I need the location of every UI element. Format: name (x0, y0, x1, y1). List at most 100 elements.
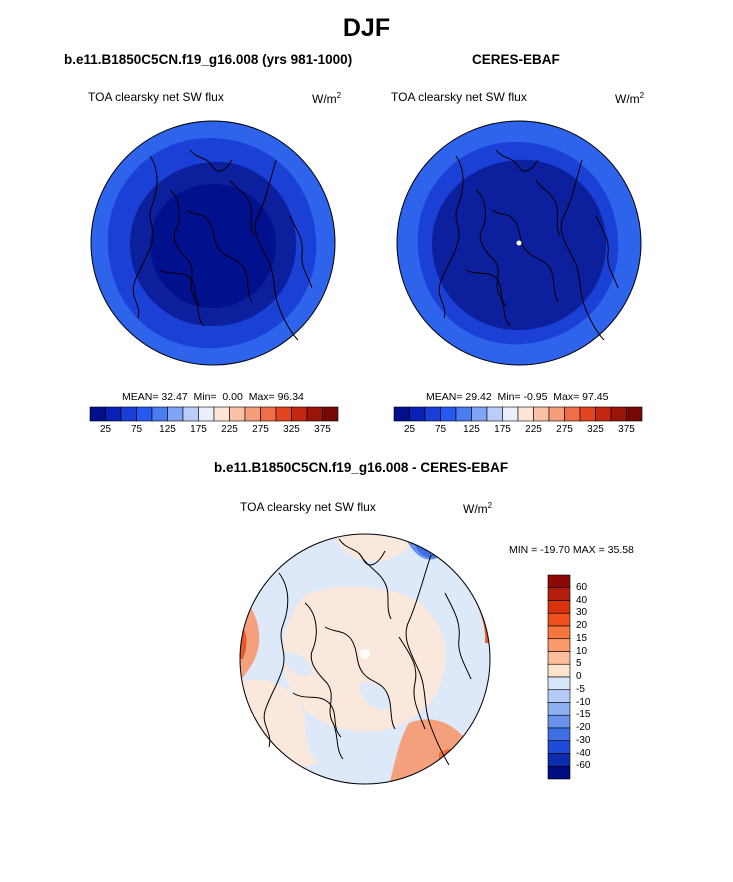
obs-panel-title: CERES-EBAF (472, 52, 560, 67)
colorbar-swatch (610, 406, 627, 422)
colorbar-tick-label: 225 (221, 424, 238, 435)
colorbar-swatch (547, 587, 571, 601)
colorbar-swatch (547, 612, 571, 627)
colorbar-tick-label: 125 (463, 424, 480, 435)
colorbar-tick-label: 275 (556, 424, 573, 435)
obs-polar-map (396, 120, 642, 366)
diff-pole-hole-marker (360, 649, 370, 659)
colorbar-swatch (547, 689, 571, 703)
colorbar-swatch (548, 406, 565, 422)
colorbar-swatch (547, 638, 571, 652)
colorbar-swatch (151, 406, 168, 422)
colorbar-swatch (547, 600, 571, 614)
colorbar-tick-label: -60 (576, 760, 591, 772)
colorbar-tick-label: 175 (494, 424, 511, 435)
colorbar-swatch (167, 406, 184, 422)
colorbar-tick-label: 5 (576, 658, 582, 670)
colorbar-tick-label: 75 (130, 424, 143, 435)
colorbar-tick-label: -5 (576, 683, 585, 695)
colorbar-tick-label: 60 (576, 581, 588, 593)
colorbar-swatch (579, 406, 596, 422)
pole-hole-marker (516, 240, 522, 246)
colorbar-swatch (120, 406, 137, 422)
colorbar-swatch (244, 406, 261, 422)
colorbar-tick-label: -40 (576, 747, 591, 759)
colorbar-swatch (322, 406, 339, 422)
diff-colorbar (547, 574, 571, 780)
colorbar-swatch (455, 406, 472, 422)
colorbar-swatch (547, 625, 571, 640)
colorbar-swatch (393, 406, 410, 422)
obs-variable-label: TOA clearsky net SW flux (391, 90, 527, 104)
model-panel-title: b.e11.B1850C5CN.f19_g16.008 (yrs 981-100… (64, 52, 353, 67)
colorbar-swatch (182, 406, 199, 422)
colorbar-swatch (105, 406, 122, 422)
colorbar-swatch (502, 406, 519, 422)
colorbar-swatch (213, 406, 230, 422)
colorbar-swatch (486, 406, 503, 422)
diff-panel-title: b.e11.B1850C5CN.f19_g16.008 - CERES-EBAF (214, 460, 509, 475)
model-polar-map (90, 120, 336, 366)
colorbar-swatch (547, 714, 571, 729)
colorbar-swatch (136, 406, 153, 422)
colorbar-swatch (547, 663, 571, 678)
colorbar-swatch (198, 406, 215, 422)
model-colorbar (89, 406, 339, 422)
colorbar-swatch (547, 676, 571, 691)
colorbar-tick-label: 325 (283, 424, 300, 435)
colorbar-tick-label: 375 (314, 424, 331, 435)
colorbar-tick-label: 30 (576, 607, 588, 619)
colorbar-tick-label: 75 (434, 424, 447, 435)
colorbar-tick-label: -30 (576, 734, 591, 746)
colorbar-tick-label: 175 (190, 424, 207, 435)
colorbar-tick-label: -10 (576, 696, 591, 708)
colorbar-tick-label: 40 (576, 594, 588, 606)
colorbar-tick-label: -20 (576, 722, 591, 733)
model-units-label: W/m2 (312, 91, 342, 106)
colorbar-swatch (260, 406, 277, 422)
colorbar-tick-label: -15 (576, 709, 591, 721)
colorbar-tick-label: 225 (525, 424, 542, 435)
colorbar-swatch (564, 406, 581, 422)
colorbar-swatch (547, 740, 571, 754)
colorbar-swatch (424, 406, 441, 422)
colorbar-tick-label: 0 (576, 671, 582, 682)
colorbar-swatch (547, 727, 571, 742)
colorbar-swatch (89, 406, 106, 422)
model-stats: MEAN= 32.47 Min= 0.00 Max= 96.34 (122, 391, 304, 403)
colorbar-swatch (471, 406, 488, 422)
colorbar-swatch (547, 765, 571, 780)
colorbar-tick-label: 25 (403, 424, 416, 435)
diff-polar-map (239, 533, 491, 785)
colorbar-swatch (626, 406, 643, 422)
colorbar-tick-label: 275 (252, 424, 269, 435)
colorbar-swatch (275, 406, 292, 422)
colorbar-tick-label: 125 (159, 424, 176, 435)
figure-title: DJF (342, 14, 391, 42)
colorbar-swatch (517, 406, 534, 422)
obs-units-label: W/m2 (615, 91, 645, 106)
colorbar-swatch (547, 574, 571, 589)
colorbar-tick-label: 375 (618, 424, 635, 435)
diff-units-label: W/m2 (463, 501, 493, 516)
diff-variable-label: TOA clearsky net SW flux (240, 500, 376, 514)
colorbar-tick-label: 25 (99, 424, 112, 435)
obs-colorbar (393, 406, 643, 422)
colorbar-tick-label: 325 (587, 424, 604, 435)
model-variable-label: TOA clearsky net SW flux (88, 90, 224, 104)
colorbar-tick-label: 20 (576, 620, 588, 631)
colorbar-swatch (291, 406, 308, 422)
colorbar-swatch (595, 406, 612, 422)
colorbar-swatch (547, 651, 571, 665)
colorbar-swatch (547, 702, 571, 716)
colorbar-swatch (229, 406, 246, 422)
colorbar-swatch (547, 753, 571, 767)
colorbar-swatch (409, 406, 426, 422)
colorbar-swatch (440, 406, 457, 422)
colorbar-swatch (533, 406, 550, 422)
colorbar-tick-label: 10 (576, 645, 588, 657)
diff-stats: MIN = -19.70 MAX = 35.58 (509, 544, 634, 556)
colorbar-swatch (306, 406, 323, 422)
obs-stats: MEAN= 29.42 Min= -0.95 Max= 97.45 (426, 391, 609, 403)
colorbar-tick-label: 15 (576, 632, 588, 644)
